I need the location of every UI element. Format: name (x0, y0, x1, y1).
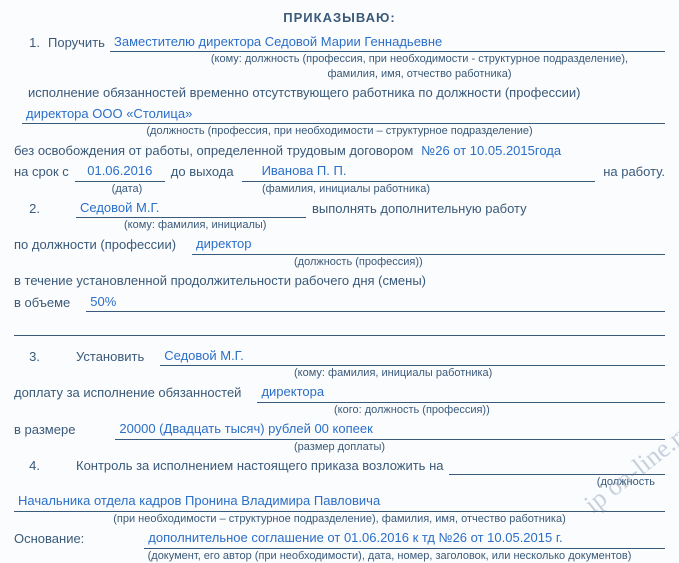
item4-text: Контроль за исполнением настоящего прика… (76, 456, 443, 476)
basis-value: дополнительное соглашение от 01.06.2016 … (144, 528, 665, 549)
item1-until: до выхода (171, 162, 234, 182)
item1-absent: Иванова П. П. (242, 161, 596, 182)
item1-post: директора ООО «Столица» (22, 104, 665, 125)
item1-hint-post: (должность (профессия, при необходимости… (14, 125, 665, 138)
item2-num: 2. (14, 199, 48, 219)
item3-hint-post: (кого: должность (профессия)) (14, 404, 665, 417)
item1-date-from: 01.06.2016 (75, 161, 165, 182)
item4-hint-post: (должность (14, 476, 665, 489)
item3-hint-who: (кому: фамилия, инициалы работника) (14, 367, 665, 380)
item1-line2: исполнение обязанностей временно отсутст… (28, 83, 580, 103)
item1-hint2: фамилия, имя, отчество работника) (14, 68, 665, 81)
item3-verb: Установить (76, 347, 144, 367)
item3-post: директора (257, 382, 665, 403)
item2-tail: выполнять дополнительную работу (306, 199, 665, 219)
item2-hint-post: (должность (профессия)) (14, 256, 665, 269)
order-title: ПРИКАЗЫВАЮ: (14, 8, 665, 28)
item3-who: Седовой М.Г. (160, 346, 665, 367)
item4-responsible: Начальника отдела кадров Пронина Владими… (14, 491, 665, 512)
item3-addpay-prefix: доплату за исполнение обязанностей (14, 383, 241, 403)
item1-verb: Поручить (48, 33, 110, 53)
item1-assignee: Заместителю директора Седовой Марии Генн… (110, 32, 665, 53)
item1-hint-date: (дата) (82, 183, 172, 196)
item1-contract: №26 от 10.05.2015года (417, 141, 665, 161)
item1-period-prefix: на срок с (14, 162, 69, 182)
item2-post: директор (192, 234, 665, 255)
item4-hint-resp: (при необходимости – структурное подразд… (14, 513, 665, 526)
item4-num: 4. (14, 456, 48, 476)
item3-hint-amount: (размер доплаты) (14, 441, 665, 454)
item1-towork: на работу. (603, 162, 665, 182)
basis-hint: (документ, его автор (при необходимости)… (14, 550, 665, 563)
item2-bypost: по должности (профессии) (14, 235, 176, 255)
item2-who: Седовой М.Г. (76, 198, 306, 219)
item2-volume: 50% (86, 292, 665, 313)
item1-hint1: (кому: должность (профессия, при необход… (14, 53, 665, 66)
item3-amount: 20000 (Двадцать тысяч) рублей 00 копеек (115, 419, 665, 440)
item2-duration: в течение установленной продолжительност… (14, 271, 426, 291)
item1-norelease: без освобождения от работы, определенной… (14, 141, 413, 161)
item3-amount-prefix: в размере (14, 420, 75, 440)
item3-num: 3. (14, 347, 48, 367)
item2-hint-who: (кому: фамилия, инициалы) (14, 219, 665, 232)
item1-num: 1. (14, 33, 48, 53)
basis-label: Основание: (14, 529, 84, 549)
item1-hint-fio: (фамилия, инициалы работника) (242, 183, 595, 196)
item2-volume-prefix: в объеме (14, 293, 70, 313)
